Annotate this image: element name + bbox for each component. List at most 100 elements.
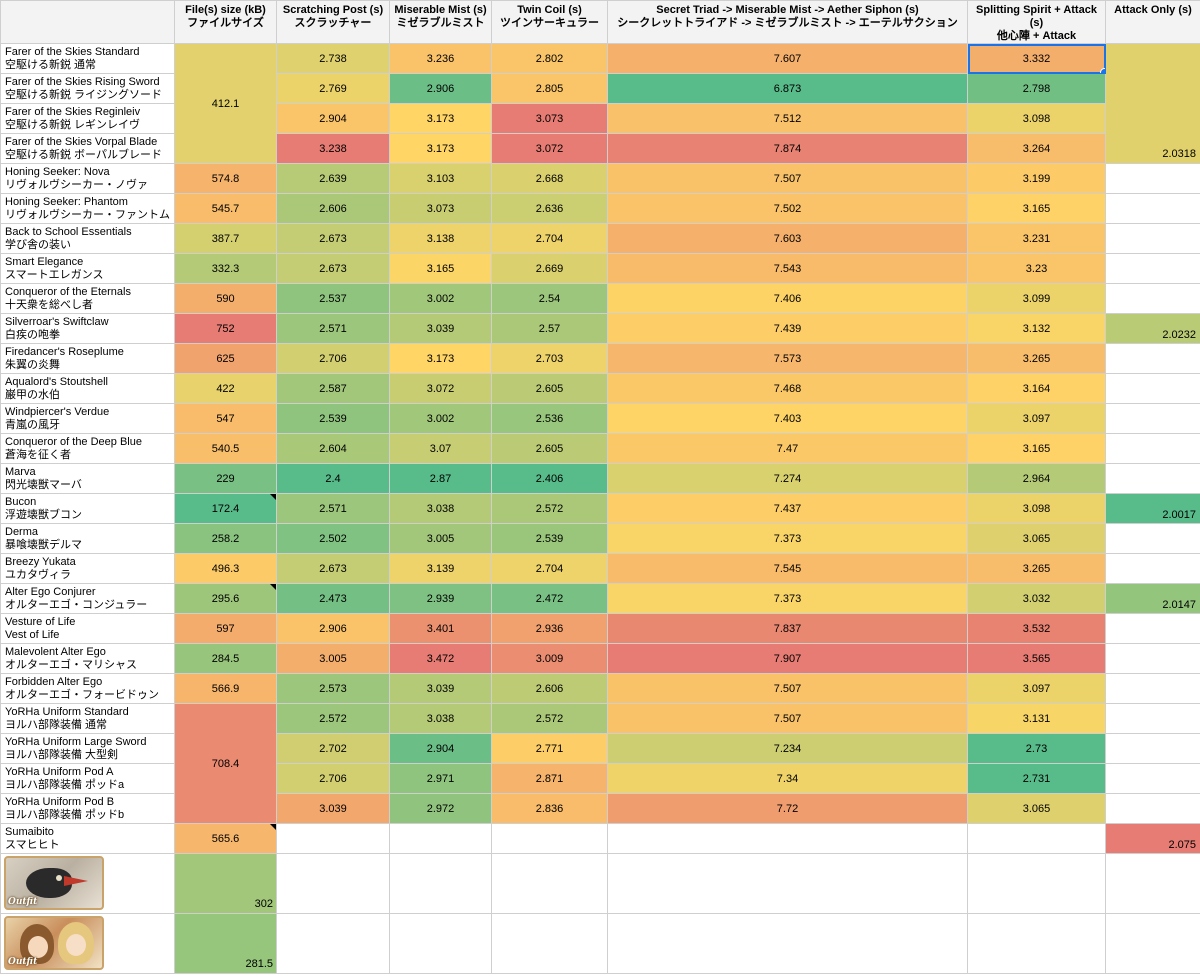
attack-time-cell[interactable]	[1105, 913, 1200, 974]
outfit-name-cell[interactable]: Bucon 浮遊壊獣ブコン	[0, 493, 175, 524]
split-time-cell[interactable]: 3.065	[967, 523, 1106, 554]
twin-time-cell[interactable]: 2.606	[491, 673, 608, 704]
triad-time-cell[interactable]: 7.607	[607, 43, 968, 74]
triad-time-cell[interactable]: 7.507	[607, 673, 968, 704]
split-time-cell[interactable]: 2.798	[967, 73, 1106, 104]
mist-time-cell[interactable]: 3.073	[389, 193, 492, 224]
mist-time-cell[interactable]	[389, 823, 492, 854]
triad-time-cell[interactable]: 7.502	[607, 193, 968, 224]
scratch-time-cell[interactable]: 2.904	[276, 103, 390, 134]
outfit-name-cell[interactable]: Conqueror of the Eternals 十天衆を総べし者	[0, 283, 175, 314]
twin-time-cell[interactable]: 3.073	[491, 103, 608, 134]
triad-time-cell[interactable]: 7.274	[607, 463, 968, 494]
mist-time-cell[interactable]: 2.906	[389, 73, 492, 104]
mist-time-cell[interactable]: 3.173	[389, 343, 492, 374]
mist-time-cell[interactable]: 3.236	[389, 43, 492, 74]
triad-time-cell[interactable]: 7.907	[607, 643, 968, 674]
outfit-name-cell[interactable]: Smart Elegance スマートエレガンス	[0, 253, 175, 284]
scratch-time-cell[interactable]: 2.906	[276, 613, 390, 644]
attack-only-cell[interactable]: 2.0017	[1105, 493, 1200, 524]
split-time-cell[interactable]	[967, 913, 1106, 974]
split-time-cell[interactable]: 3.199	[967, 163, 1106, 194]
twin-time-cell[interactable]: 2.771	[491, 733, 608, 764]
split-time-cell[interactable]: 3.065	[967, 793, 1106, 824]
header-attack-only[interactable]: Attack Only (s)	[1105, 0, 1200, 44]
mist-time-cell[interactable]: 3.401	[389, 613, 492, 644]
outfit-name-cell[interactable]: Derma 暴喰壊獣デルマ	[0, 523, 175, 554]
twin-time-cell[interactable]: 2.57	[491, 313, 608, 344]
split-time-cell[interactable]: 3.23	[967, 253, 1106, 284]
split-time-cell[interactable]: 3.131	[967, 703, 1106, 734]
split-time-cell[interactable]: 3.032	[967, 583, 1106, 614]
twin-time-cell[interactable]: 2.472	[491, 583, 608, 614]
mist-time-cell[interactable]: 2.904	[389, 733, 492, 764]
split-time-cell[interactable]: 3.532	[967, 613, 1106, 644]
outfit-name-cell[interactable]: Conqueror of the Deep Blue 蒼海を征く者	[0, 433, 175, 464]
scratch-time-cell[interactable]: 2.473	[276, 583, 390, 614]
split-time-cell[interactable]	[967, 823, 1106, 854]
split-time-cell[interactable]: 3.265	[967, 343, 1106, 374]
mist-time-cell[interactable]: 3.165	[389, 253, 492, 284]
outfit-name-cell[interactable]: Farer of the Skies Reginleiv 空駆ける新鋭 レギンレイ…	[0, 103, 175, 134]
attack-only-cell[interactable]	[1105, 373, 1200, 404]
header-file-size[interactable]: File(s) size (kB) ファイルサイズ	[174, 0, 277, 44]
attack-only-cell[interactable]	[1105, 703, 1200, 734]
mist-time-cell[interactable]: 3.103	[389, 163, 492, 194]
triad-time-cell[interactable]: 7.507	[607, 703, 968, 734]
outfit-name-cell[interactable]: Marva 閃光壊獣マーバ	[0, 463, 175, 494]
mist-time-cell[interactable]: 3.002	[389, 283, 492, 314]
header-secret-triad[interactable]: Secret Triad -> Miserable Mist -> Aether…	[607, 0, 968, 44]
scratch-time-cell[interactable]: 2.606	[276, 193, 390, 224]
attack-only-cell[interactable]: 2.0232	[1105, 313, 1200, 344]
file-size-cell[interactable]: 258.2	[174, 523, 277, 554]
outfit-name-cell[interactable]: Aqualord's Stoutshell 巌甲の水伯	[0, 373, 175, 404]
split-time-cell[interactable]: 3.165	[967, 193, 1106, 224]
scratch-time-cell[interactable]: 2.572	[276, 703, 390, 734]
header-miserable-mist[interactable]: Miserable Mist (s) ミゼラブルミスト	[389, 0, 492, 44]
selected-cell[interactable]: 3.332	[967, 43, 1106, 74]
split-time-cell[interactable]: 3.098	[967, 103, 1106, 134]
mist-time-cell[interactable]	[389, 913, 492, 974]
triad-time-cell[interactable]: 7.874	[607, 133, 968, 164]
attack-only-cell[interactable]	[1105, 523, 1200, 554]
mist-time-cell[interactable]: 2.971	[389, 763, 492, 794]
attack-only-cell[interactable]: 2.0318	[1105, 43, 1200, 164]
mist-time-cell[interactable]: 2.87	[389, 463, 492, 494]
scratch-time-cell[interactable]: 2.639	[276, 163, 390, 194]
twin-time-cell[interactable]: 3.072	[491, 133, 608, 164]
split-time-cell[interactable]: 3.098	[967, 493, 1106, 524]
triad-time-cell[interactable]	[607, 823, 968, 854]
mist-time-cell[interactable]: 2.939	[389, 583, 492, 614]
triad-time-cell[interactable]: 7.512	[607, 103, 968, 134]
twin-time-cell[interactable]: 2.871	[491, 763, 608, 794]
triad-time-cell[interactable]: 7.543	[607, 253, 968, 284]
attack-only-cell[interactable]	[1105, 463, 1200, 494]
twin-time-cell[interactable]: 2.669	[491, 253, 608, 284]
attack-only-cell[interactable]	[1105, 163, 1200, 194]
attack-only-cell[interactable]	[1105, 193, 1200, 224]
scratch-time-cell[interactable]: 2.673	[276, 223, 390, 254]
file-size-cell[interactable]: 752	[174, 313, 277, 344]
scratch-time-cell[interactable]: 2.673	[276, 553, 390, 584]
triad-time-cell[interactable]	[607, 913, 968, 974]
outfit-name-cell[interactable]: Alter Ego Conjurer オルターエゴ・コンジュラー	[0, 583, 175, 614]
file-size-cell[interactable]: 172.4	[174, 493, 277, 524]
triad-time-cell[interactable]	[607, 853, 968, 914]
split-time-cell[interactable]: 2.964	[967, 463, 1106, 494]
split-time-cell[interactable]: 3.565	[967, 643, 1106, 674]
attack-only-cell[interactable]	[1105, 283, 1200, 314]
attack-only-cell[interactable]: 2.075	[1105, 823, 1200, 854]
twin-time-cell[interactable]: 2.605	[491, 433, 608, 464]
file-size-cell[interactable]: 547	[174, 403, 277, 434]
header-scratching-post[interactable]: Scratching Post (s) スクラッチャー	[276, 0, 390, 44]
twin-time-cell[interactable]: 2.836	[491, 793, 608, 824]
twin-time-cell[interactable]: 2.536	[491, 403, 608, 434]
file-size-cell[interactable]: 229	[174, 463, 277, 494]
twin-time-cell[interactable]	[491, 823, 608, 854]
mist-time-cell[interactable]: 3.038	[389, 493, 492, 524]
header-splitting-spirit[interactable]: Splitting Spirit + Attack (s) 他心陣 + Attac…	[967, 0, 1106, 44]
file-size-cell[interactable]: 708.4	[174, 703, 277, 824]
scratch-time-cell[interactable]	[276, 913, 390, 974]
triad-time-cell[interactable]: 7.373	[607, 583, 968, 614]
outfit-name-cell[interactable]: YoRHa Uniform Large Sword ヨルハ部隊装備 大型剣	[0, 733, 175, 764]
